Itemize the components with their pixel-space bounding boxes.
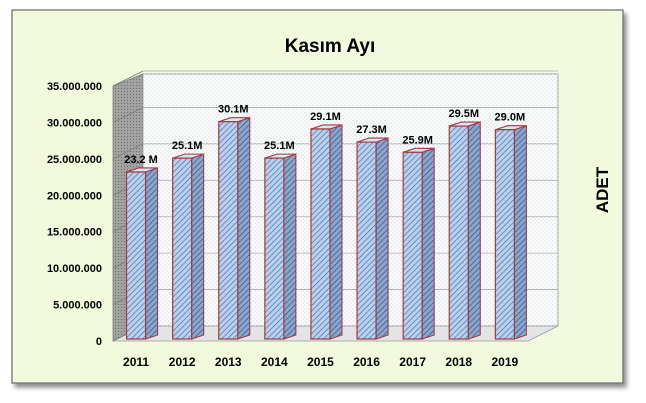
- bar-front: [218, 121, 239, 340]
- bar-front: [448, 125, 469, 340]
- x-tick-label: 2013: [215, 355, 242, 369]
- x-tick-label: 2017: [399, 355, 426, 369]
- bar-2017: [402, 147, 435, 340]
- data-label: 25.9M: [402, 134, 433, 146]
- gridline-side: [112, 143, 144, 160]
- bar-side: [375, 137, 389, 340]
- data-label: 30.1M: [218, 104, 249, 116]
- data-label: 27.3M: [356, 124, 387, 136]
- y-tick-label: 5.000.000: [53, 300, 102, 312]
- bar-2013: [218, 116, 251, 340]
- bar-2016: [356, 137, 389, 340]
- bar-2011: [125, 167, 159, 340]
- bar-side: [329, 124, 343, 340]
- bars: [125, 116, 527, 340]
- bar-front: [125, 171, 147, 340]
- bar-front: [264, 157, 285, 340]
- bar-front: [356, 141, 377, 340]
- bar-front: [310, 128, 331, 340]
- data-label: 29.5M: [448, 108, 479, 120]
- y-tick-label: 0: [96, 336, 102, 348]
- x-tick-label: 2019: [491, 355, 518, 369]
- data-label: 29.0M: [495, 112, 526, 124]
- y-tick-label: 10.000.000: [47, 263, 102, 275]
- chart-title: Kasım Ayı: [285, 36, 375, 57]
- bar-side: [421, 147, 435, 340]
- data-label: 23.2 M: [124, 154, 158, 166]
- bar-side: [145, 167, 159, 340]
- y-axis-title: ADET: [593, 166, 612, 213]
- x-tick-label: 2016: [353, 355, 380, 369]
- y-tick-label: 20.000.000: [47, 190, 102, 202]
- data-label: 25.1M: [172, 140, 203, 152]
- gridlines: [112, 70, 558, 342]
- bar-2019: [494, 124, 527, 340]
- bar-2014: [264, 153, 297, 340]
- x-tick-label: 2011: [123, 355, 149, 369]
- data-labels: 23.2 M 25.1M 30.1M 25.1M 29.1M 27.3M 25.9M 29.5…: [124, 104, 525, 166]
- data-label: 29.1M: [310, 111, 341, 123]
- x-tick-label: 2014: [261, 355, 288, 369]
- data-label: 25.1M: [264, 140, 295, 152]
- gridline-side: [112, 107, 144, 123]
- y-tick-label: 15.000.000: [47, 227, 102, 239]
- bar-2012: [172, 153, 205, 340]
- bar-side: [191, 153, 205, 340]
- y-tick-label: 25.000.000: [47, 154, 102, 166]
- bar-2018: [448, 121, 481, 340]
- x-tick-label: 2018: [445, 355, 472, 369]
- x-tick-label: 2012: [169, 355, 196, 369]
- bar-front: [172, 157, 193, 340]
- bar-side: [237, 116, 251, 340]
- bar-front: [494, 129, 515, 340]
- bar-front: [402, 151, 423, 340]
- y-axis-ticks: 0 5.000.000 10.000.000 15.000.000 20.000.000…: [47, 81, 102, 348]
- gridline-side: [112, 70, 144, 87]
- y-tick-label: 30.000.000: [47, 117, 102, 129]
- x-axis-ticks: 2011 2012 2013 2014 2015 2016 2017 2018 2019: [123, 355, 518, 369]
- bar-2015: [310, 124, 343, 340]
- bar-side: [513, 124, 527, 340]
- x-tick-label: 2015: [307, 355, 334, 369]
- bar-side: [467, 121, 481, 340]
- bar-side: [283, 153, 297, 340]
- y-tick-label: 35.000.000: [47, 81, 102, 93]
